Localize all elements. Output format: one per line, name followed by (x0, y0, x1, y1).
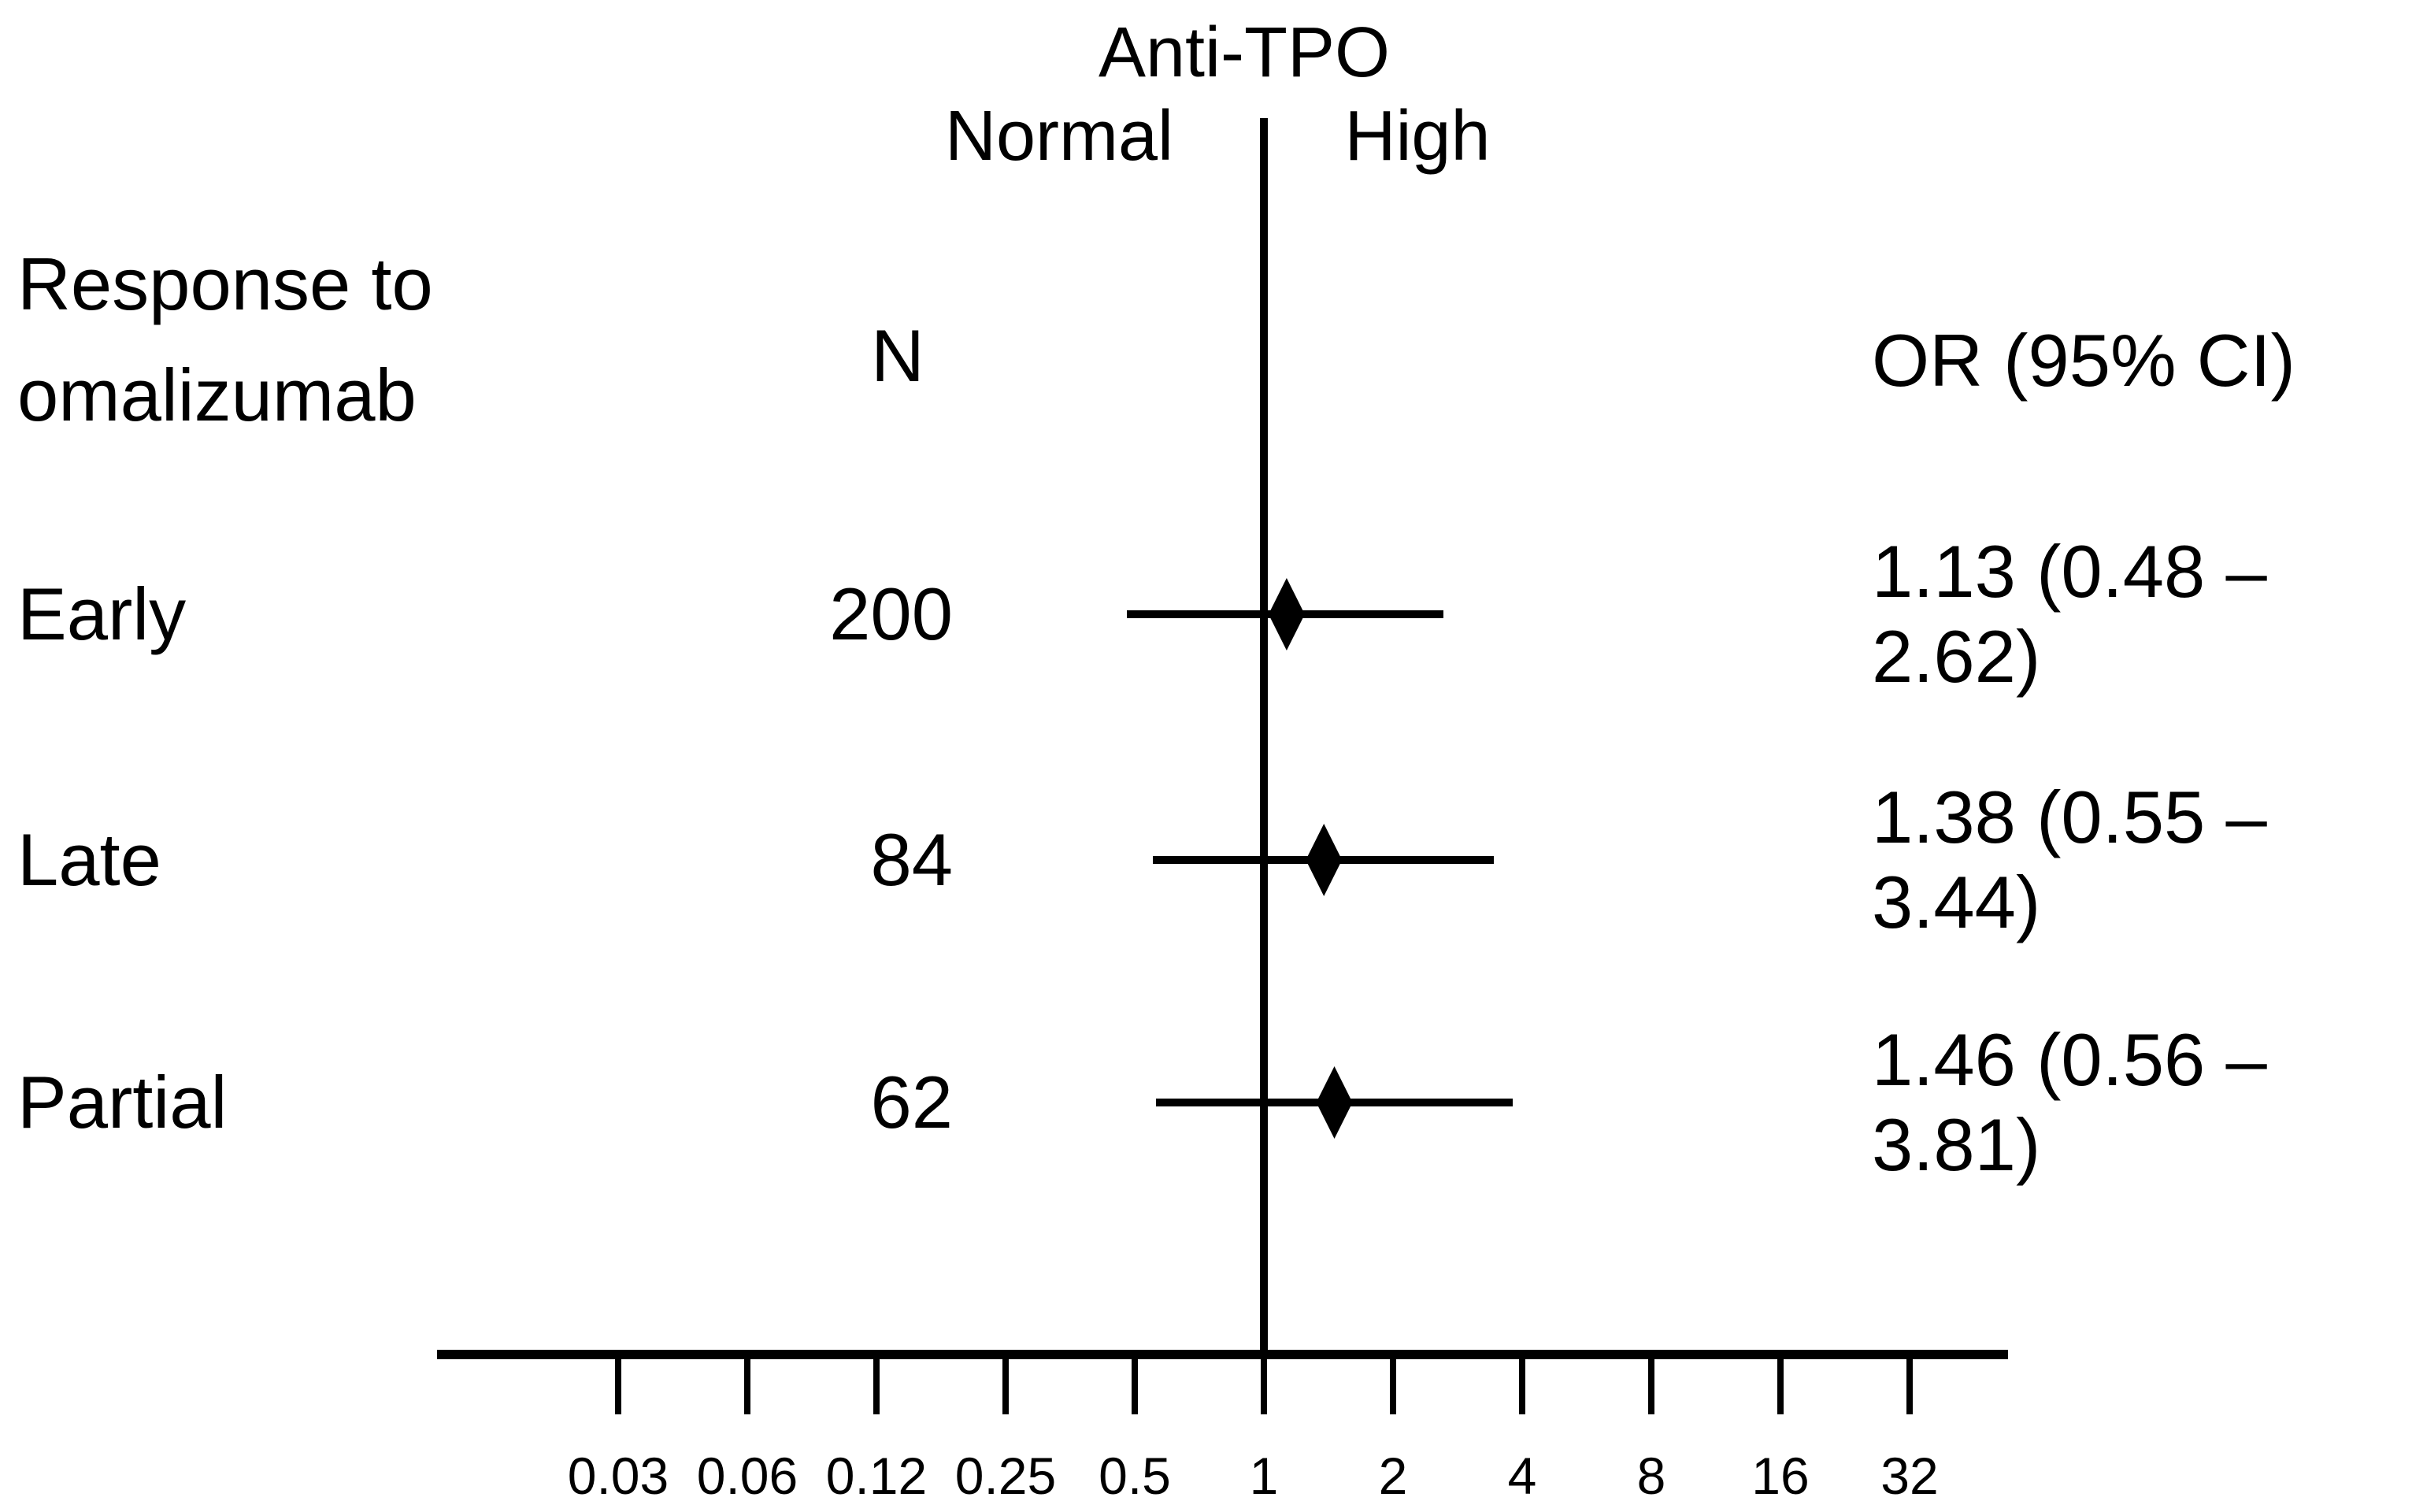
axis-tick-label: 16 (1751, 1447, 1810, 1505)
axis-tick-label: 0.06 (696, 1447, 798, 1505)
axis-tick-label: 32 (1880, 1447, 1939, 1505)
row-label: Early (17, 573, 187, 655)
or-ci-value: 1.13 (0.48 – 2.62) (1872, 530, 2267, 698)
axis-tick-label: 8 (1636, 1447, 1666, 1505)
row-column-header: Response to omalizumab (17, 243, 433, 436)
axis-tick (1132, 1359, 1138, 1414)
axis-tick (615, 1359, 621, 1414)
x-axis-line (437, 1350, 2008, 1359)
axis-tick (1906, 1359, 1913, 1414)
row-label: Partial (17, 1061, 228, 1143)
or-ci-value: 1.38 (0.55 – 3.44) (1872, 776, 2267, 943)
axis-tick (1002, 1359, 1009, 1414)
axis-tick-label: 1 (1249, 1447, 1279, 1505)
axis-tick (1519, 1359, 1525, 1414)
odds-ratio-diamond (1316, 1066, 1353, 1139)
axis-tick (1777, 1359, 1784, 1414)
axis-tick-label: 0.12 (825, 1447, 928, 1505)
or-column-header: OR (95% CI) (1872, 319, 2295, 402)
or-ci-value: 1.46 (0.56 – 3.81) (1872, 1018, 2267, 1186)
n-value: 200 (829, 573, 953, 655)
axis-tick-label: 0.25 (954, 1447, 1057, 1505)
axis-tick-label: 0.5 (1099, 1447, 1171, 1505)
axis-tick-label: 0.03 (567, 1447, 669, 1505)
axis-tick (744, 1359, 750, 1414)
axis-tick-label: 2 (1378, 1447, 1408, 1505)
n-column-header: N (871, 314, 924, 397)
axis-tick (873, 1359, 880, 1414)
left-region-label: Normal (944, 97, 1174, 176)
row-label: Late (17, 818, 161, 901)
odds-ratio-diamond (1306, 824, 1343, 896)
right-region-label: High (1344, 97, 1491, 176)
reference-line-or-1 (1260, 118, 1268, 1350)
n-value: 62 (870, 1061, 953, 1143)
chart-title: Anti-TPO (1098, 13, 1391, 92)
axis-tick (1261, 1359, 1267, 1414)
odds-ratio-diamond (1268, 578, 1305, 650)
axis-tick-label: 4 (1507, 1447, 1537, 1505)
n-value: 84 (870, 818, 953, 901)
axis-tick (1390, 1359, 1396, 1414)
axis-tick (1648, 1359, 1654, 1414)
